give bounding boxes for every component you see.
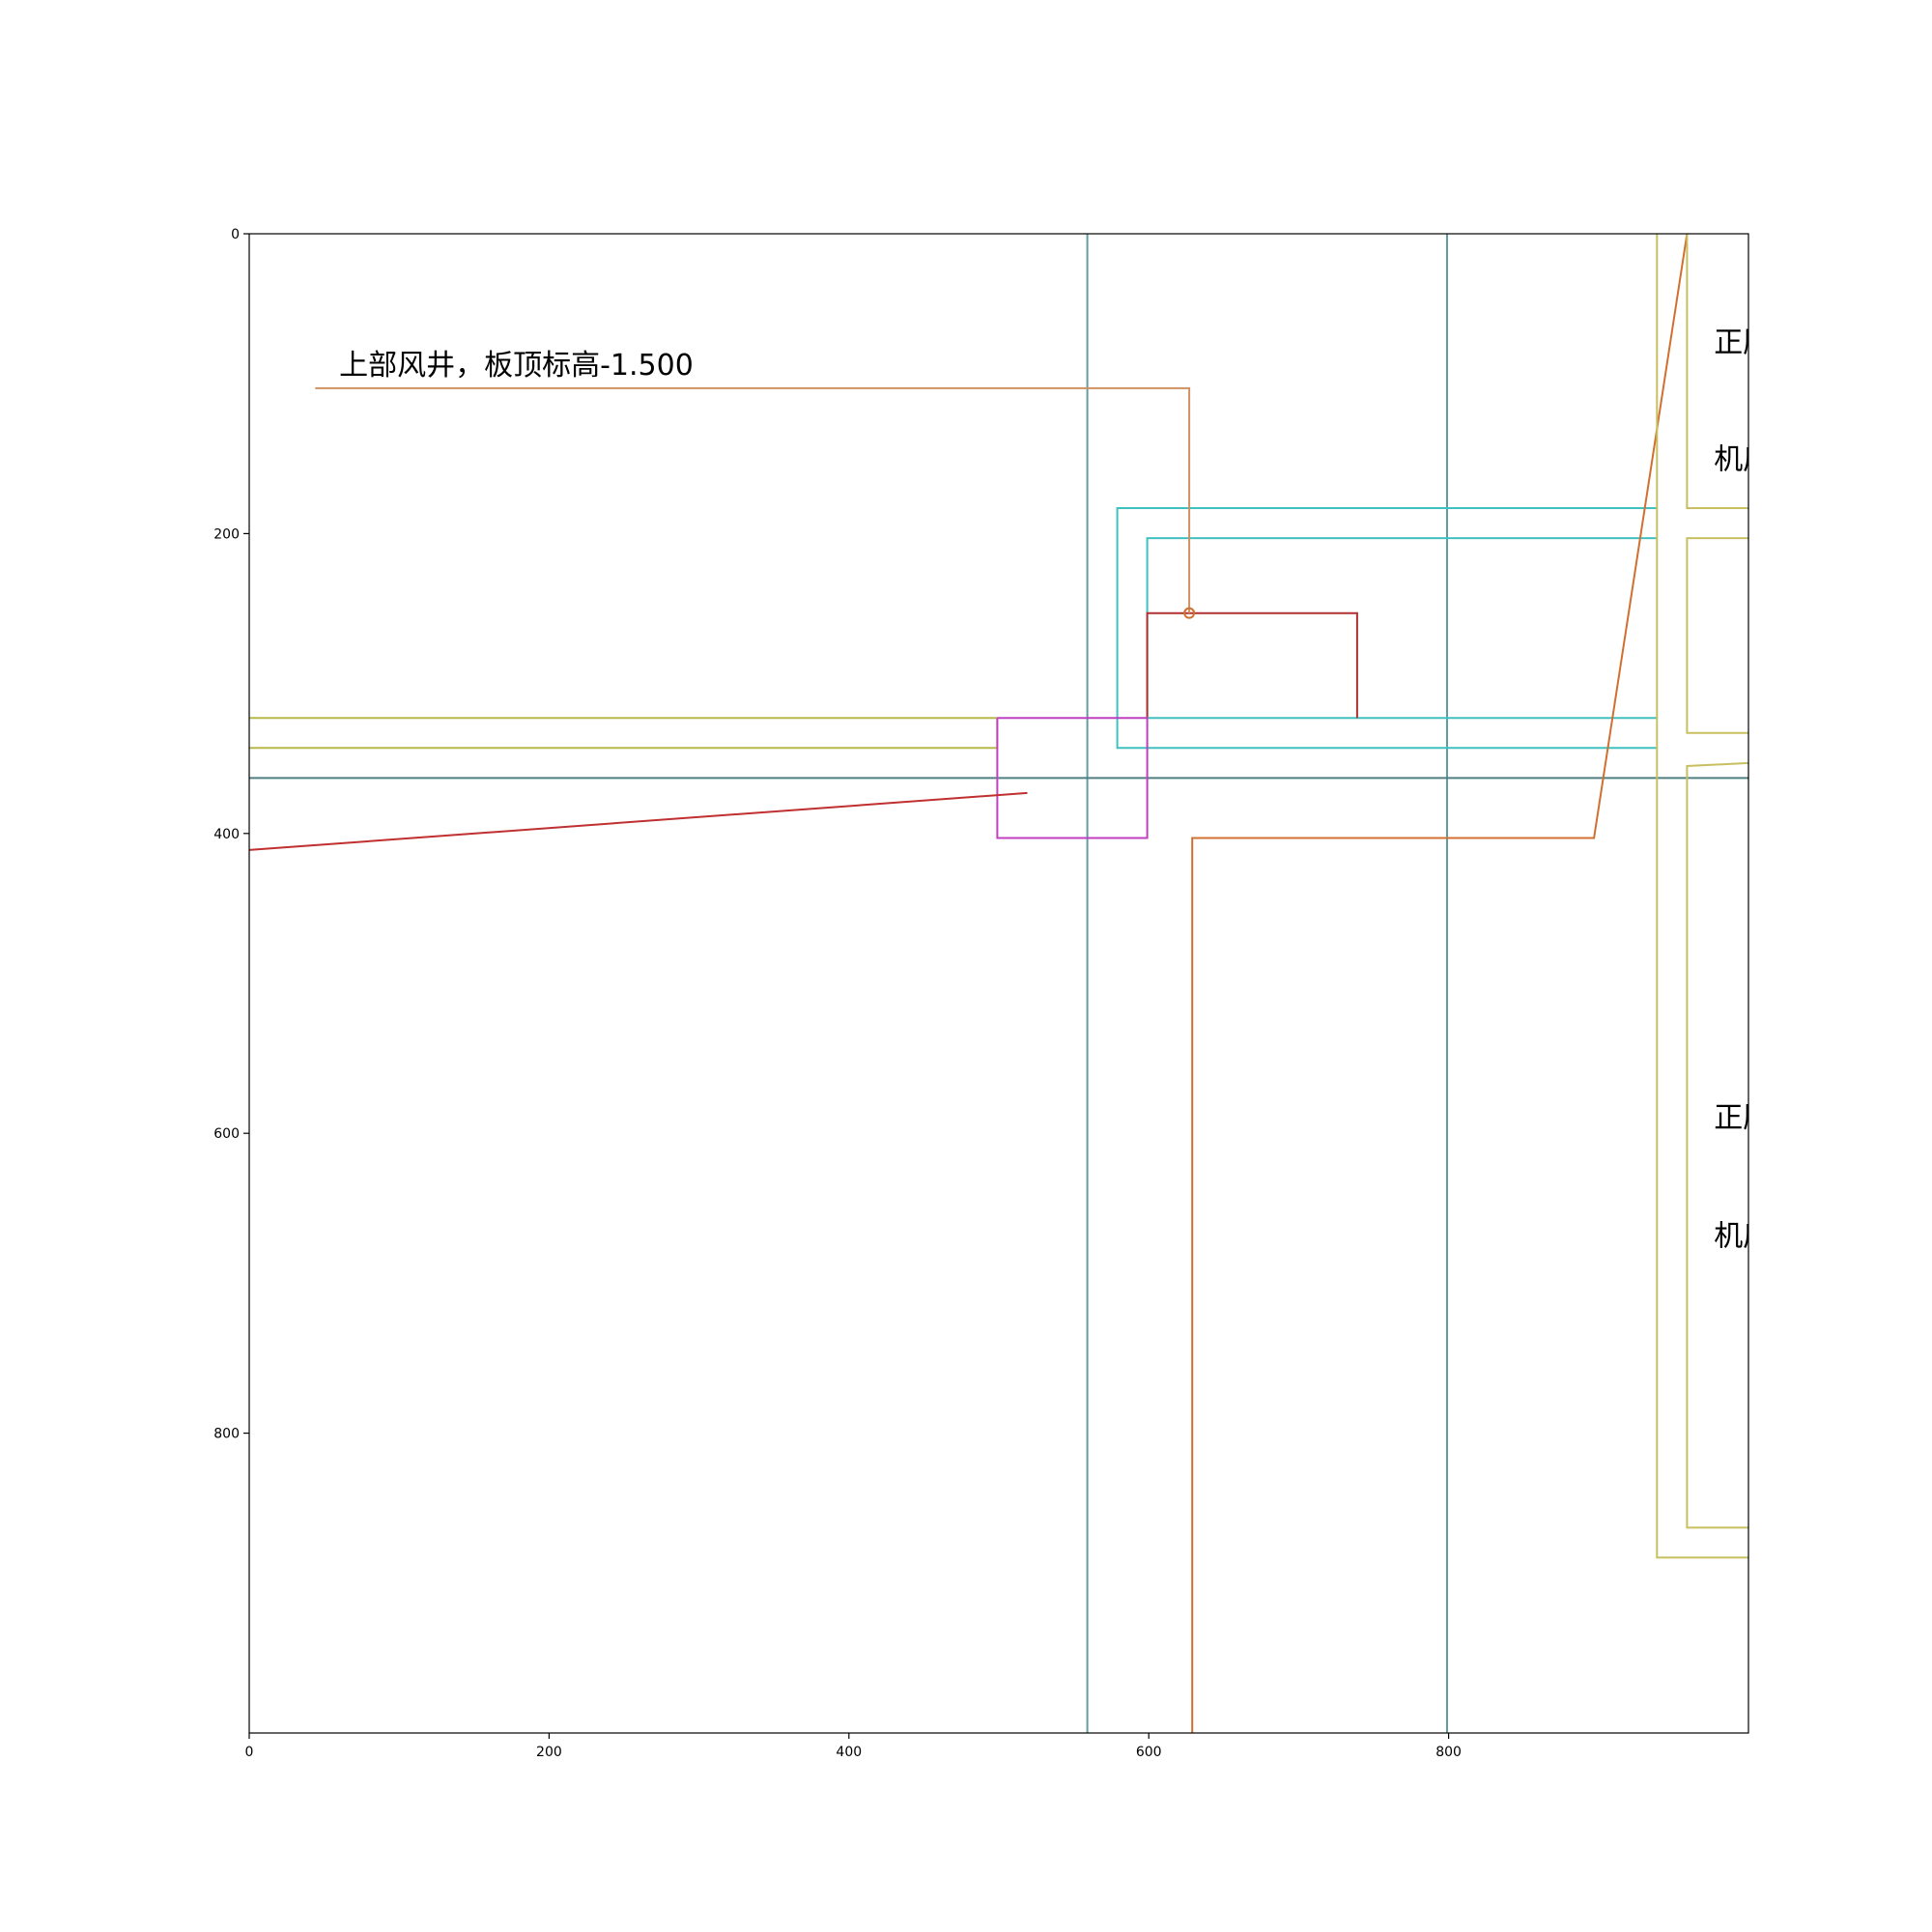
annotation-room-upper-2: 机房 bbox=[1714, 443, 1772, 477]
y-tick-label: 200 bbox=[213, 526, 240, 542]
annotation-room-lower-2: 机房 bbox=[1714, 1219, 1772, 1253]
y-tick-label: 600 bbox=[213, 1126, 240, 1142]
x-axis: 0 200 400 600 800 bbox=[245, 1733, 1462, 1760]
axes-frame bbox=[248, 233, 1749, 1734]
drawing-lines-layer bbox=[249, 234, 1748, 1733]
x-tick-label: 400 bbox=[836, 1745, 862, 1760]
annotation-room-upper-1: 正压送风机房 bbox=[1714, 326, 1888, 359]
y-tick-label: 0 bbox=[231, 227, 240, 242]
room-upper-inner bbox=[1686, 234, 1748, 509]
annotation-room-lower-1: 正压送风机房 bbox=[1714, 1101, 1888, 1135]
magenta-box-outline bbox=[996, 717, 1149, 839]
duct-outer-outline bbox=[1116, 507, 1658, 750]
leader-line-room bbox=[1191, 234, 1689, 1733]
y-axis: 0 200 400 600 800 bbox=[213, 227, 249, 1442]
y-tick-label: 400 bbox=[213, 827, 240, 842]
leader-line-shaft bbox=[315, 386, 1191, 613]
red-slant-line bbox=[249, 791, 1028, 851]
room-lower-inner bbox=[1686, 761, 1748, 1529]
x-tick-label: 600 bbox=[1136, 1745, 1162, 1760]
axes-background bbox=[249, 234, 1748, 1733]
room-wall-outer bbox=[1656, 234, 1748, 1559]
room-middle-inner bbox=[1686, 537, 1748, 734]
x-tick-label: 800 bbox=[1435, 1745, 1462, 1760]
leader-end-marker bbox=[1183, 607, 1196, 619]
shaft-box-outline bbox=[1146, 611, 1358, 719]
x-tick-label: 0 bbox=[245, 1745, 254, 1760]
annotation-shaft-elevation: 上部风井，板顶标高-1.500 bbox=[339, 349, 694, 383]
x-tick-label: 200 bbox=[536, 1745, 562, 1760]
y-tick-label: 800 bbox=[213, 1427, 240, 1442]
